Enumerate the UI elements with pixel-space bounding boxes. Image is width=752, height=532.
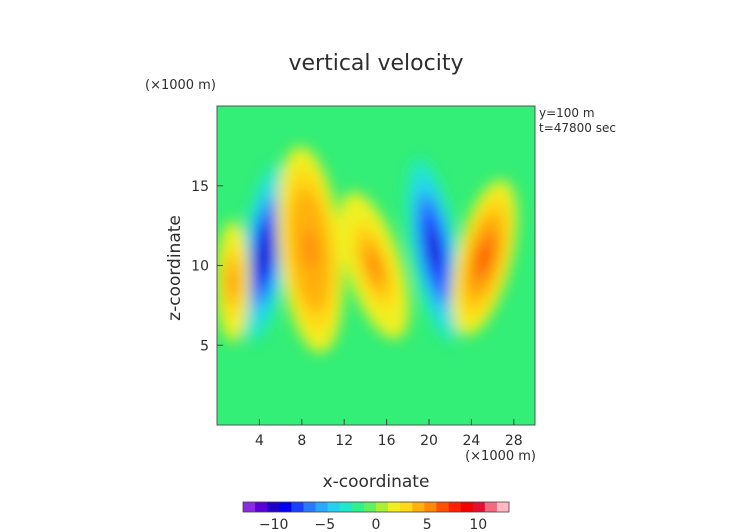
colorbar-swatch: [279, 502, 292, 512]
colorbar-tick-label: 10: [469, 517, 487, 532]
x-tick-label: 12: [335, 433, 353, 449]
colorbar-tick-label: −5: [315, 517, 336, 532]
colorbar-swatch: [376, 502, 389, 512]
colorbar-swatch: [291, 502, 304, 512]
colorbar-tick-label: 5: [423, 517, 432, 532]
x-tick-label: 4: [255, 433, 264, 449]
colorbar-swatch: [303, 502, 316, 512]
colorbar-swatch: [460, 502, 474, 512]
colorbar-swatch: [255, 502, 268, 512]
x-tick-label: 28: [505, 433, 523, 449]
colorbar-frame: [242, 501, 510, 513]
colorbar-swatch: [315, 502, 328, 512]
field-contour-updraft: [229, 269, 237, 294]
x-axis-unit: (×1000 m): [465, 449, 536, 464]
y-tick-label: 10: [191, 259, 209, 275]
plot-area: [217, 106, 535, 425]
chart-title: vertical velocity: [288, 51, 463, 76]
colorbar-swatch: [484, 502, 498, 512]
colorbar-swatch: [267, 502, 280, 512]
x-tick-label: 8: [297, 433, 306, 449]
field-contour-downdraft: [259, 235, 270, 271]
colorbar-swatch: [496, 502, 510, 512]
colorbar-swatch: [243, 502, 256, 512]
annotation-time: t=47800 sec: [539, 121, 616, 135]
colorbar-swatch: [436, 502, 449, 512]
field-contour-downdraft: [428, 231, 440, 268]
colorbar: [242, 501, 510, 513]
y-axis-ticks: 5 10 15: [191, 179, 223, 354]
field-contour-updraft: [366, 250, 381, 281]
x-tick-label: 16: [378, 433, 396, 449]
colorbar-swatch: [363, 502, 377, 512]
y-axis-unit: (×1000 m): [145, 78, 216, 93]
annotation-position: y=100 m: [539, 106, 595, 120]
colorbar-ticks: −10 −5 0 5 10: [259, 517, 487, 532]
colorbar-swatch: [412, 502, 425, 512]
colorbar-swatch: [327, 502, 341, 512]
x-axis-ticks: 4 8 12 16 20 24 28: [255, 419, 523, 449]
colorbar-tick-label: 0: [372, 517, 381, 532]
colorbar-swatch: [388, 502, 401, 512]
y-tick-label: 5: [200, 338, 209, 354]
field-contour-updraft: [477, 241, 491, 274]
x-tick-label: 20: [420, 433, 438, 449]
colorbar-swatch: [339, 502, 353, 512]
velocity-field: [217, 146, 518, 353]
x-axis-label: x-coordinate: [323, 472, 430, 492]
colorbar-swatch: [400, 502, 413, 512]
field-contour-updraft: [303, 228, 317, 271]
colorbar-swatch: [472, 502, 486, 512]
colorbar-swatch: [424, 502, 437, 512]
x-tick-label: 24: [462, 433, 480, 449]
colorbar-swatch: [351, 502, 365, 512]
colorbar-tick-label: −10: [259, 517, 289, 532]
colorbar-swatch: [448, 502, 461, 512]
y-axis-label: z-coordinate: [165, 215, 185, 321]
y-tick-label: 15: [191, 179, 209, 195]
